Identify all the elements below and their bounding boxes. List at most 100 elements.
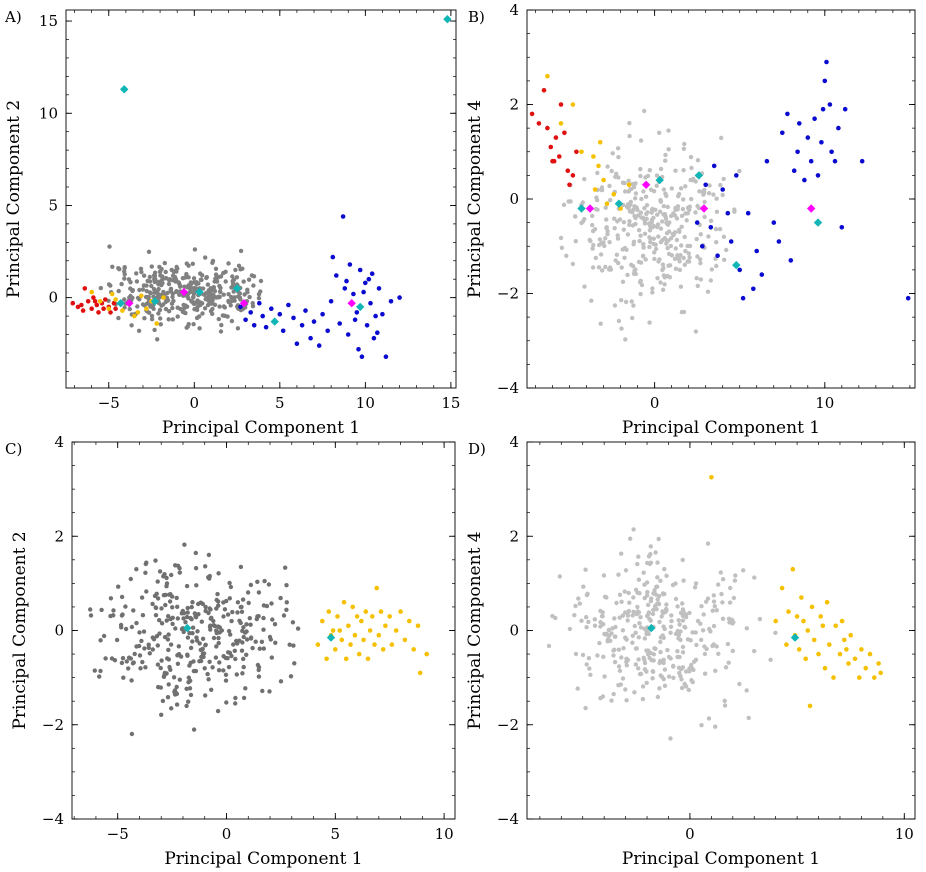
background-point — [193, 550, 198, 556]
background-point — [101, 633, 107, 639]
yellow-cluster-point — [348, 642, 353, 647]
yellow-cluster-point — [365, 656, 371, 662]
background-point — [661, 204, 666, 209]
red-cluster-point — [75, 304, 81, 310]
background-point — [176, 644, 181, 649]
background-point — [656, 601, 661, 606]
background-point — [698, 232, 703, 237]
background-point — [157, 631, 162, 636]
x-axis-label: Principal Component 1 — [164, 849, 362, 869]
background-point — [200, 651, 206, 656]
red-cluster-point — [79, 302, 84, 308]
background-point — [203, 604, 208, 610]
background-point — [691, 667, 696, 673]
background-point — [609, 168, 614, 174]
yellow-cluster-point — [378, 609, 384, 614]
red-cluster-point — [80, 308, 86, 313]
background-point — [662, 236, 667, 241]
background-point — [119, 613, 125, 618]
background-point — [235, 326, 241, 331]
background-point — [186, 680, 191, 685]
background-point — [653, 646, 658, 651]
yellow-cluster-point — [354, 614, 360, 619]
background-point — [658, 649, 663, 655]
background-point — [194, 583, 199, 588]
background-point — [219, 628, 225, 633]
background-point — [637, 621, 642, 626]
background-point — [680, 206, 686, 212]
background-point — [144, 589, 149, 594]
background-point — [185, 635, 191, 640]
blue-cluster-point — [257, 300, 262, 306]
background-point — [573, 603, 578, 609]
yellow-cluster-point — [367, 628, 373, 633]
background-point — [108, 283, 113, 288]
background-point — [688, 154, 694, 160]
background-point — [234, 275, 240, 280]
blue-cluster-point — [795, 149, 800, 155]
background-point — [679, 243, 684, 248]
plot-area — [529, 59, 911, 342]
background-point — [641, 570, 646, 575]
background-point — [702, 214, 707, 220]
background-point — [689, 196, 694, 202]
cyan-markers-point — [183, 623, 192, 633]
background-point — [92, 668, 98, 673]
background-point — [266, 582, 272, 587]
background-point — [164, 575, 169, 581]
background-point — [191, 727, 197, 732]
background-point — [224, 700, 229, 705]
yellow-cluster-point — [135, 310, 141, 315]
yellow-cluster-point — [106, 306, 112, 312]
background-point — [230, 609, 235, 615]
yellow-cluster-point — [144, 306, 149, 312]
red-cluster-point — [89, 306, 94, 312]
red-cluster-point — [94, 302, 100, 308]
background-point — [597, 640, 602, 646]
background-point — [630, 264, 636, 269]
background-point — [634, 646, 639, 651]
background-point — [139, 269, 144, 275]
y-axis-label: Principal Component 2 — [4, 100, 24, 298]
red-cluster-point — [108, 310, 113, 315]
background-point — [217, 660, 222, 665]
cyan-markers-point — [326, 633, 336, 642]
background-point — [258, 289, 263, 294]
background-point — [163, 602, 168, 608]
blue-cluster-point — [340, 214, 346, 219]
background-point — [637, 591, 642, 596]
background-point — [731, 595, 737, 601]
background-point — [619, 326, 624, 331]
background-point — [264, 603, 270, 609]
background-point — [175, 314, 180, 319]
background-point — [157, 618, 162, 623]
background-point — [200, 301, 205, 306]
background-point — [244, 622, 249, 627]
background-point — [153, 276, 158, 282]
background-point — [642, 218, 647, 223]
background-point — [213, 266, 219, 271]
background-point — [210, 258, 216, 264]
yellow-cluster-point — [837, 651, 843, 657]
background-point — [611, 691, 616, 697]
red-cluster-point — [103, 297, 108, 302]
background-point — [608, 198, 613, 203]
background-point — [207, 576, 212, 581]
y-tick-label: 15 — [39, 12, 58, 30]
background-point — [134, 620, 139, 626]
background-point — [677, 267, 683, 273]
background-point — [680, 618, 686, 623]
background-point — [595, 653, 600, 658]
yellow-cluster-point — [407, 618, 412, 624]
background-point — [163, 306, 169, 312]
background-point — [122, 276, 127, 281]
background-point — [185, 653, 190, 658]
background-point — [188, 645, 194, 651]
background-point — [195, 629, 200, 634]
background-point — [127, 306, 132, 312]
background-point — [616, 647, 622, 652]
blue-cluster-point — [839, 225, 845, 230]
yellow-cluster-point — [846, 661, 851, 666]
blue-cluster-point — [373, 313, 378, 319]
background-point — [219, 322, 224, 328]
